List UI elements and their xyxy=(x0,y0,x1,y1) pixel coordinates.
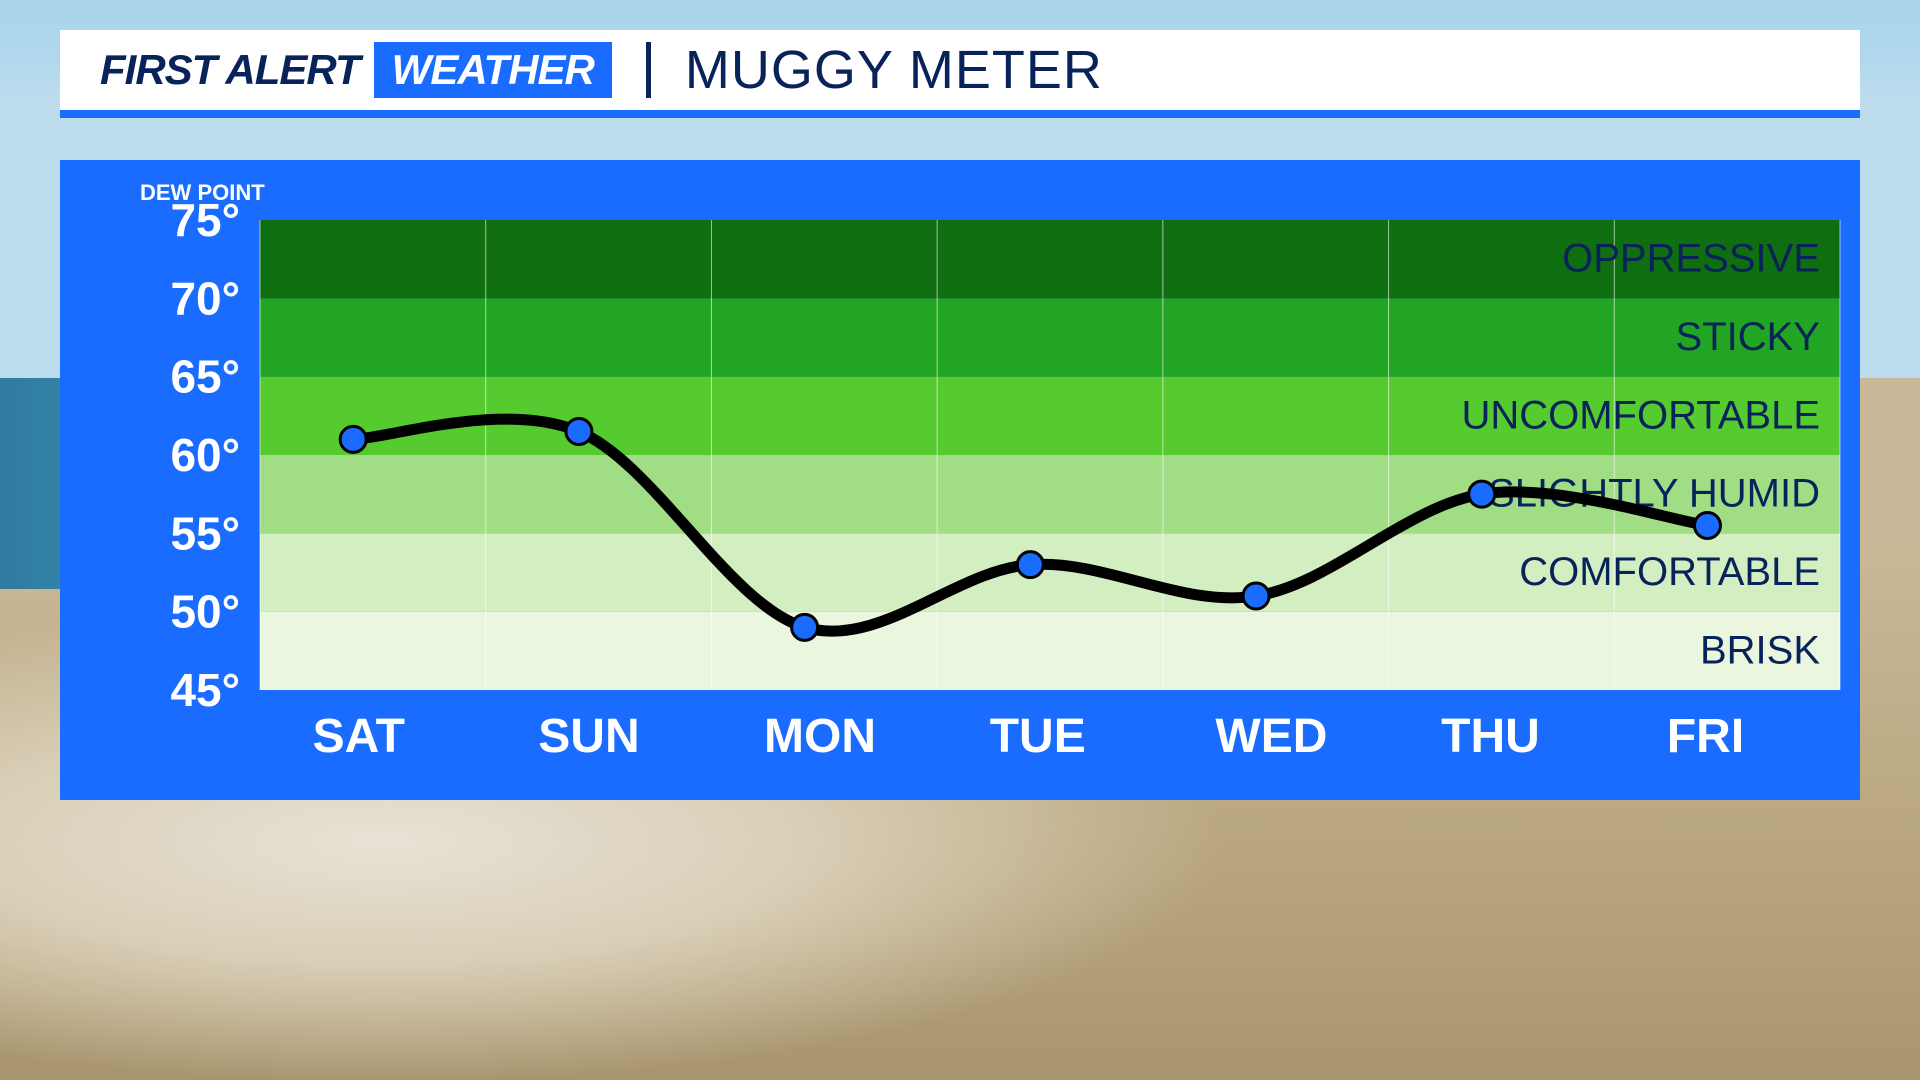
y-tick-label: 50° xyxy=(170,586,240,638)
x-tick-label: WED xyxy=(1215,710,1327,763)
header-bar: FIRST ALERT WEATHER MUGGY METER xyxy=(60,30,1860,118)
data-point xyxy=(566,419,592,445)
y-tick-label: 60° xyxy=(170,429,240,481)
band-sticky xyxy=(260,298,1840,376)
x-tick-label: THU xyxy=(1441,710,1540,763)
logo-weather-box: WEATHER xyxy=(374,42,612,98)
data-point xyxy=(1243,583,1269,609)
band-label: OPPRESSIVE xyxy=(1562,237,1820,281)
header-divider xyxy=(646,42,651,98)
y-tick-label: 45° xyxy=(170,664,240,716)
y-tick-label: 70° xyxy=(170,272,240,324)
data-point xyxy=(1694,513,1720,539)
data-point xyxy=(340,426,366,452)
x-tick-label: TUE xyxy=(990,710,1086,763)
x-tick-label: SAT xyxy=(313,710,405,763)
band-label: STICKY xyxy=(1676,315,1820,359)
logo-block: FIRST ALERT WEATHER xyxy=(60,42,612,98)
y-tick-label: 75° xyxy=(170,194,240,246)
data-point xyxy=(1017,552,1043,578)
band-brisk xyxy=(260,612,1840,690)
x-tick-label: SUN xyxy=(538,710,639,763)
muggy-meter-chart: DEW POINTBRISKCOMFORTABLESLIGHTLY HUMIDU… xyxy=(60,160,1860,800)
y-tick-label: 55° xyxy=(170,507,240,559)
band-label: BRISK xyxy=(1700,628,1820,672)
chart-panel: DEW POINTBRISKCOMFORTABLESLIGHTLY HUMIDU… xyxy=(60,160,1860,800)
x-tick-label: FRI xyxy=(1667,710,1744,763)
x-tick-label: MON xyxy=(764,710,876,763)
header-title: MUGGY METER xyxy=(685,39,1103,101)
band-label: UNCOMFORTABLE xyxy=(1461,393,1820,437)
data-point xyxy=(792,614,818,640)
logo-first-alert: FIRST ALERT xyxy=(100,46,360,94)
y-tick-label: 65° xyxy=(170,351,240,403)
band-label: COMFORTABLE xyxy=(1519,550,1820,594)
data-point xyxy=(1469,481,1495,507)
